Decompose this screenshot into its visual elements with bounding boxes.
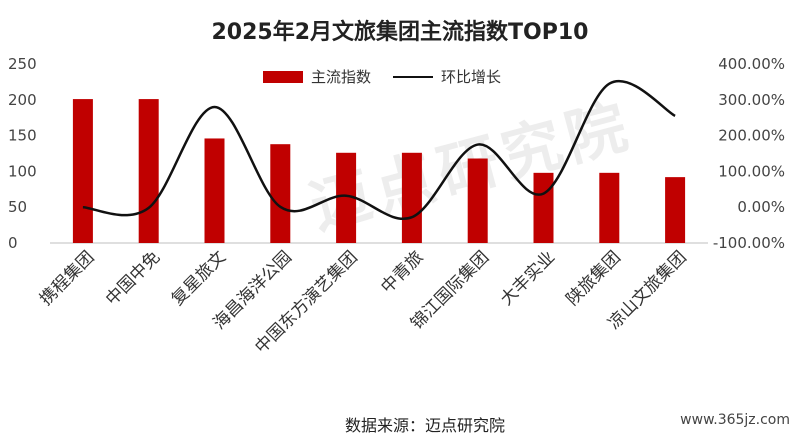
bar: [401, 152, 422, 243]
category-label: 陕旅集团: [563, 247, 625, 309]
category-label: 复星旅文: [168, 247, 230, 309]
right-tick-label: 100.00%: [718, 162, 785, 180]
bar: [270, 144, 291, 243]
legend-bar-label: 主流指数: [311, 68, 372, 86]
growth-line: [82, 80, 676, 220]
legend: 主流指数 环比增长: [263, 66, 501, 87]
right-tick-label: -100.00%: [713, 234, 785, 252]
category-label: 中国中免: [102, 247, 164, 309]
legend-line-swatch: [393, 75, 434, 78]
left-tick-label: 150: [8, 127, 37, 145]
left-tick-label: 250: [8, 55, 37, 73]
bar: [204, 138, 225, 243]
left-tick-label: 0: [8, 234, 18, 252]
right-tick-label: 300.00%: [718, 91, 785, 109]
left-tick-label: 50: [8, 198, 27, 216]
legend-bar-swatch: [263, 70, 303, 83]
bar: [336, 152, 357, 243]
left-tick-label: 200: [8, 91, 37, 109]
category-label: 大丰实业: [497, 247, 559, 309]
right-tick-label: 0.00%: [737, 198, 785, 216]
right-tick-label: 200.00%: [718, 127, 785, 145]
bar: [533, 172, 554, 243]
source-note: 数据来源：迈点研究院: [345, 416, 506, 435]
chart-title: 2025年2月文旅集团主流指数TOP10: [211, 20, 589, 45]
category-label: 携程集团: [36, 247, 98, 309]
category-label: 中青旅: [377, 247, 427, 297]
left-tick-label: 100: [8, 162, 37, 180]
bar: [665, 177, 686, 243]
legend-line-label: 环比增长: [441, 68, 502, 86]
right-tick-label: 400.00%: [718, 55, 785, 73]
bar: [138, 99, 159, 243]
bar: [72, 99, 93, 243]
bar: [467, 158, 488, 243]
site-url: www.365jz.com: [680, 412, 790, 428]
bar: [599, 172, 620, 243]
